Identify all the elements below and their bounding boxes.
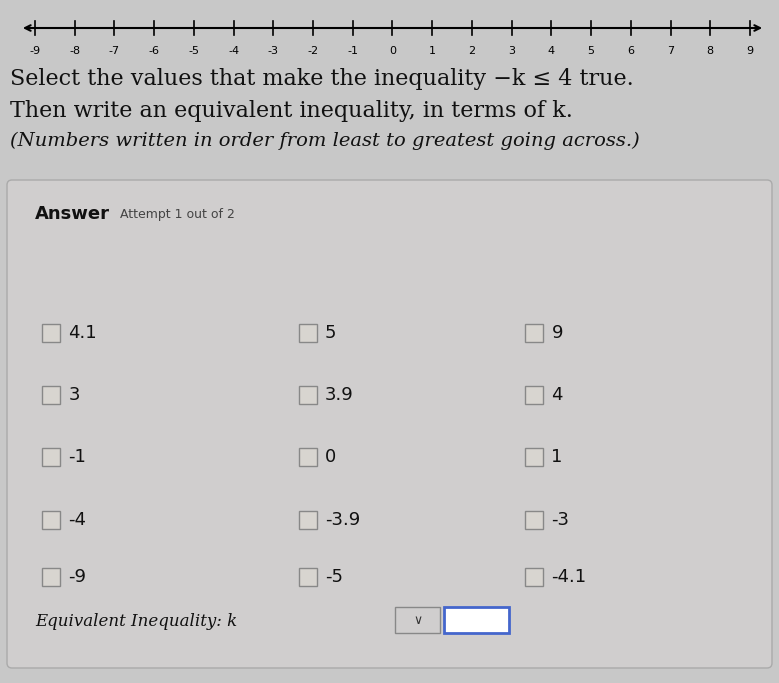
Text: 4: 4 xyxy=(548,46,555,56)
FancyBboxPatch shape xyxy=(395,607,440,633)
Text: -3.9: -3.9 xyxy=(325,511,360,529)
Text: -4: -4 xyxy=(69,511,86,529)
Text: Equivalent Inequality: k: Equivalent Inequality: k xyxy=(35,613,238,630)
Text: -4.1: -4.1 xyxy=(552,568,587,586)
FancyBboxPatch shape xyxy=(7,180,772,668)
Text: 0: 0 xyxy=(389,46,396,56)
Text: -3: -3 xyxy=(552,511,569,529)
Text: -1: -1 xyxy=(69,449,86,466)
Text: 9: 9 xyxy=(746,46,753,56)
Text: Select the values that make the inequality −k ≤ 4 true.: Select the values that make the inequali… xyxy=(10,68,634,90)
Text: -9: -9 xyxy=(69,568,86,586)
Text: 4.1: 4.1 xyxy=(69,324,97,342)
FancyBboxPatch shape xyxy=(42,324,60,342)
Text: -5: -5 xyxy=(189,46,199,56)
Text: Then write an equivalent inequality, in terms of k.: Then write an equivalent inequality, in … xyxy=(10,100,573,122)
FancyBboxPatch shape xyxy=(525,568,544,586)
FancyBboxPatch shape xyxy=(299,568,317,586)
Text: 5: 5 xyxy=(325,324,337,342)
FancyBboxPatch shape xyxy=(299,449,317,466)
Text: Attempt 1 out of 2: Attempt 1 out of 2 xyxy=(120,208,235,221)
Text: 3: 3 xyxy=(508,46,515,56)
Text: -9: -9 xyxy=(30,46,41,56)
Text: 1: 1 xyxy=(428,46,435,56)
Text: -3: -3 xyxy=(268,46,279,56)
FancyBboxPatch shape xyxy=(525,387,544,404)
Text: 6: 6 xyxy=(627,46,634,56)
Text: -8: -8 xyxy=(69,46,80,56)
Text: 7: 7 xyxy=(667,46,674,56)
Text: 4: 4 xyxy=(552,387,563,404)
FancyBboxPatch shape xyxy=(42,387,60,404)
Text: -2: -2 xyxy=(308,46,319,56)
Text: 3: 3 xyxy=(69,387,79,404)
FancyBboxPatch shape xyxy=(42,511,60,529)
Text: Answer: Answer xyxy=(35,205,110,223)
Text: -1: -1 xyxy=(347,46,358,56)
FancyBboxPatch shape xyxy=(444,607,509,633)
FancyBboxPatch shape xyxy=(299,387,317,404)
Text: 8: 8 xyxy=(707,46,714,56)
Text: -4: -4 xyxy=(228,46,239,56)
Text: 3.9: 3.9 xyxy=(325,387,354,404)
Text: 9: 9 xyxy=(552,324,563,342)
FancyBboxPatch shape xyxy=(42,568,60,586)
Text: -5: -5 xyxy=(325,568,343,586)
FancyBboxPatch shape xyxy=(299,511,317,529)
FancyBboxPatch shape xyxy=(42,449,60,466)
FancyBboxPatch shape xyxy=(525,511,544,529)
Text: -6: -6 xyxy=(149,46,160,56)
Text: -7: -7 xyxy=(109,46,120,56)
Text: 2: 2 xyxy=(468,46,475,56)
FancyBboxPatch shape xyxy=(525,324,544,342)
Text: ∨: ∨ xyxy=(413,613,422,626)
Text: 5: 5 xyxy=(587,46,594,56)
FancyBboxPatch shape xyxy=(299,324,317,342)
Text: 0: 0 xyxy=(325,449,337,466)
Text: (Numbers written in order from least to greatest going across.): (Numbers written in order from least to … xyxy=(10,132,640,150)
Text: 1: 1 xyxy=(552,449,562,466)
FancyBboxPatch shape xyxy=(525,449,544,466)
